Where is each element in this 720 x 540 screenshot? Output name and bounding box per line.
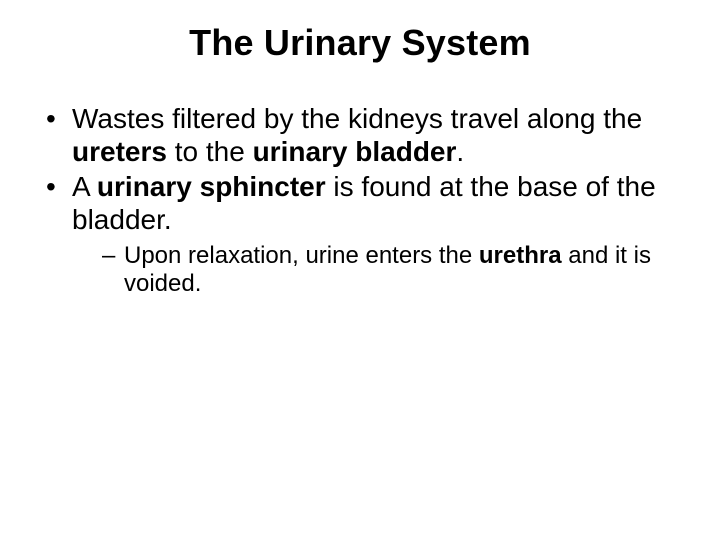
slide: The Urinary System Wastes filtered by th…: [0, 0, 720, 540]
bold-text: urethra: [479, 242, 562, 269]
bold-text: urinary sphincter: [97, 171, 326, 202]
text-run: .: [456, 136, 464, 167]
text-run: Upon relaxation, urine enters the: [124, 242, 479, 269]
text-run: A: [72, 171, 97, 202]
bullet-item: A urinary sphincter is found at the base…: [44, 170, 682, 299]
text-run: Wastes filtered by the kidneys travel al…: [72, 103, 642, 134]
text-run: to the: [167, 136, 253, 167]
sub-bullet-list: Upon relaxation, urine enters the urethr…: [72, 242, 682, 299]
sub-bullet-item: Upon relaxation, urine enters the urethr…: [102, 242, 682, 299]
bold-text: urinary bladder: [253, 136, 457, 167]
bullet-list: Wastes filtered by the kidneys travel al…: [30, 102, 690, 299]
slide-title: The Urinary System: [30, 22, 690, 64]
bullet-item: Wastes filtered by the kidneys travel al…: [44, 102, 682, 168]
bold-text: ureters: [72, 136, 167, 167]
